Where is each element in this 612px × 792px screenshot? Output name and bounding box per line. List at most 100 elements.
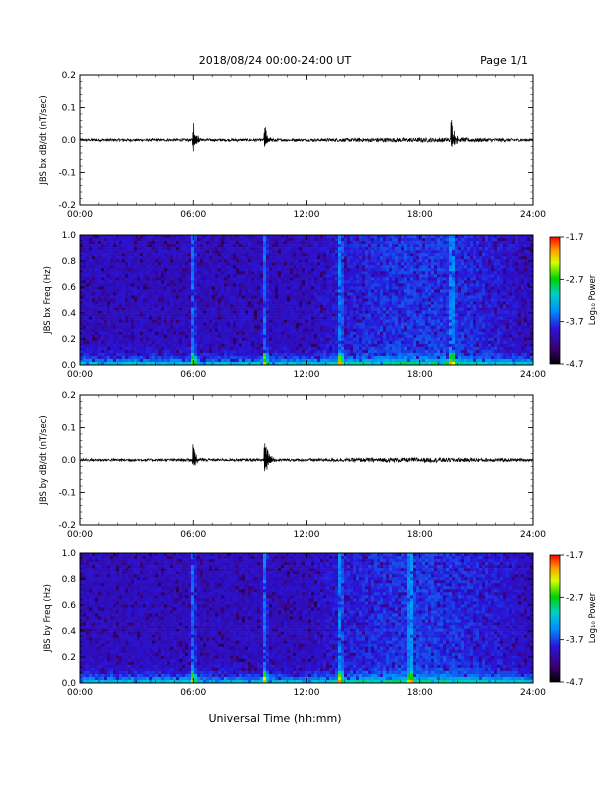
bx-spectrogram-cell — [338, 235, 342, 239]
bx-spectrogram-cell — [125, 280, 129, 284]
bx-spectrogram-cell — [89, 289, 93, 293]
bx-spectrogram-cell — [314, 238, 318, 242]
bx-spectrogram-cell — [182, 361, 186, 366]
bx-spectrogram-cell — [374, 313, 378, 317]
bx-spectrogram-cell — [128, 361, 132, 366]
bx-spectrogram-cell — [185, 262, 189, 266]
bx-spectrogram-cell — [155, 349, 159, 354]
bx-spectrogram-cell — [293, 265, 297, 269]
bx-spectrogram-cell — [341, 343, 345, 348]
bx-spectrogram-cell — [86, 280, 90, 284]
bx-spectrogram-cell — [296, 322, 300, 326]
bx-spectrogram-cell — [128, 355, 132, 360]
bx-spectrogram-cell — [230, 250, 234, 254]
bx-spectrogram-cell — [161, 250, 165, 254]
bx-spectrogram-cell — [236, 361, 240, 366]
bx-spectrogram-cell — [296, 316, 300, 320]
bx-spectrogram-cell — [347, 247, 351, 251]
bx-spectrogram-cell — [407, 247, 411, 251]
bx-spectrogram-cell — [83, 274, 87, 278]
bx-spectrogram-cell — [332, 283, 336, 287]
bx-spectrogram-cell — [401, 244, 405, 248]
bx-spectrogram-cell — [86, 307, 90, 311]
bx-spectrogram-cell — [179, 247, 183, 251]
bx-spectrogram-cell — [287, 337, 291, 342]
bx-spectrogram-cell — [314, 301, 318, 305]
bx-spectrogram-cell — [245, 358, 249, 363]
bx-spectrogram-cell — [350, 292, 354, 296]
bx-spectrogram-cell — [395, 313, 399, 317]
bx-spectrogram-cell — [344, 283, 348, 287]
bx-spectrogram-cell — [110, 334, 114, 339]
bx-spectrogram-cell — [329, 289, 333, 293]
bx-spectrogram-cell — [269, 346, 273, 351]
bx-spectrogram-cell — [344, 334, 348, 339]
bx-spectrogram-cell — [110, 289, 114, 293]
bx-spectrogram-cell — [107, 328, 111, 333]
bx-spectrogram-cell — [371, 274, 375, 278]
bx-spectrogram-cell — [341, 328, 345, 333]
bx-spectrogram-cell — [317, 325, 321, 330]
bx-spectrogram-cell — [206, 322, 210, 326]
bx-spectrogram-cell — [332, 286, 336, 290]
bx-spectrogram-cell — [239, 361, 243, 366]
bx-spectrogram-cell — [101, 262, 105, 266]
bx-spectrogram-cell — [194, 334, 198, 339]
bx-spectrogram-cell — [146, 337, 150, 342]
bx-spectrogram-cell — [272, 313, 276, 317]
bx-spectrogram-cell — [269, 262, 273, 266]
bx-spectrogram-cell — [215, 301, 219, 305]
bx-spectrogram-cell — [137, 358, 141, 363]
bx-spectrogram-cell — [200, 295, 204, 299]
bx-spectrogram-cell — [377, 349, 381, 354]
bx-spectrogram-cell — [170, 361, 174, 366]
bx-spectrogram-cell — [131, 328, 135, 333]
bx-spectrogram-cell — [398, 256, 402, 260]
bx-spectrogram-cell — [290, 241, 294, 245]
bx-spectrogram-cell — [356, 355, 360, 360]
bx-spectrogram-cell — [392, 328, 396, 333]
bx-spectrogram-cell — [332, 298, 336, 302]
bx-spectrogram-cell — [413, 352, 417, 357]
bx-spectrogram-cell — [98, 319, 102, 323]
bx-spectrogram-cell — [377, 319, 381, 323]
bx-spectrogram-cell — [347, 277, 351, 281]
bx-spectrogram-cell — [257, 304, 261, 308]
bx-spectrogram-cell — [200, 325, 204, 330]
bx-spectrogram-cell — [287, 268, 291, 272]
bx-spectrogram-cell — [143, 361, 147, 366]
bx-spectrogram-cell — [296, 340, 300, 345]
bx-spectrogram-cell — [92, 244, 96, 248]
bx-spectrogram-cell — [212, 334, 216, 339]
bx-spectrogram-cell — [116, 328, 120, 333]
bx-spectrogram-cell — [191, 292, 195, 296]
bx-spectrogram-cell — [371, 289, 375, 293]
bx-spectrogram-cell — [131, 256, 135, 260]
bx-spectrogram-cell — [200, 262, 204, 266]
bx-spectrogram-cell — [239, 286, 243, 290]
bx-spectrogram-cell — [359, 328, 363, 333]
bx-spectrogram-cell — [248, 298, 252, 302]
bx-spectrogram-cell — [236, 277, 240, 281]
bx-spectrogram-cell — [275, 316, 279, 320]
bx-spectrogram-cell — [182, 313, 186, 317]
bx-spectrogram-cell — [95, 253, 99, 257]
bx-spectrogram-cell — [272, 358, 276, 363]
bx-spectrogram-cell — [311, 340, 315, 345]
bx-spectrogram-cell — [164, 346, 168, 351]
bx-spectrogram-cell — [248, 343, 252, 348]
bx-spectrogram-cell — [293, 271, 297, 275]
bx-spectrogram-cell — [203, 331, 207, 336]
bx-spectrogram-cell — [404, 241, 408, 245]
bx-spectrogram-cell — [248, 262, 252, 266]
bx-spectrogram-cell — [137, 244, 141, 248]
bx-spectrogram-cell — [272, 328, 276, 333]
bx-spectrogram-cell — [326, 235, 330, 239]
bx-spectrogram-cell — [116, 283, 120, 287]
bx-spectrogram-cell — [383, 259, 387, 263]
bx-spectrogram-cell — [140, 298, 144, 302]
bx-spectrogram-cell — [299, 349, 303, 354]
bx-spectrogram-cell — [146, 361, 150, 366]
bx-spectrogram-cell — [224, 358, 228, 363]
bx-spectrogram-cell — [236, 310, 240, 314]
